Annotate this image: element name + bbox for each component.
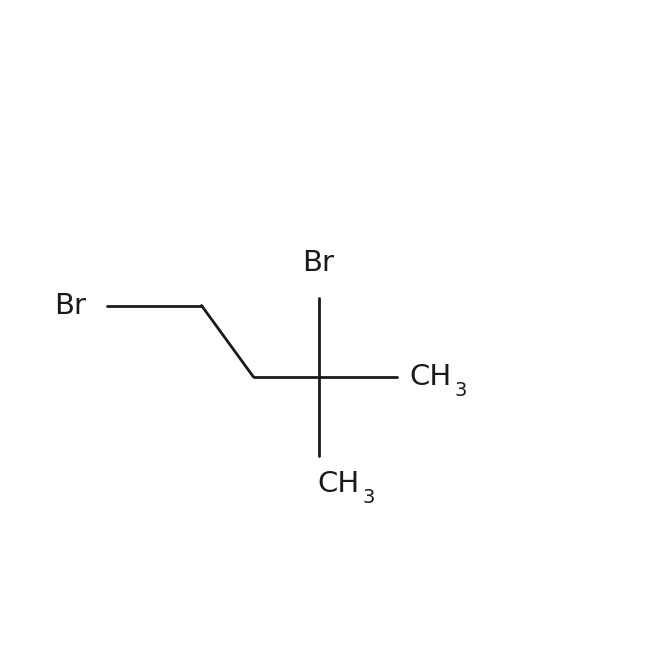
Text: CH: CH <box>317 470 359 499</box>
Text: CH: CH <box>410 363 452 391</box>
Text: Br: Br <box>302 249 335 278</box>
Text: 3: 3 <box>455 380 467 400</box>
Text: 3: 3 <box>363 488 375 507</box>
Text: Br: Br <box>54 291 86 320</box>
